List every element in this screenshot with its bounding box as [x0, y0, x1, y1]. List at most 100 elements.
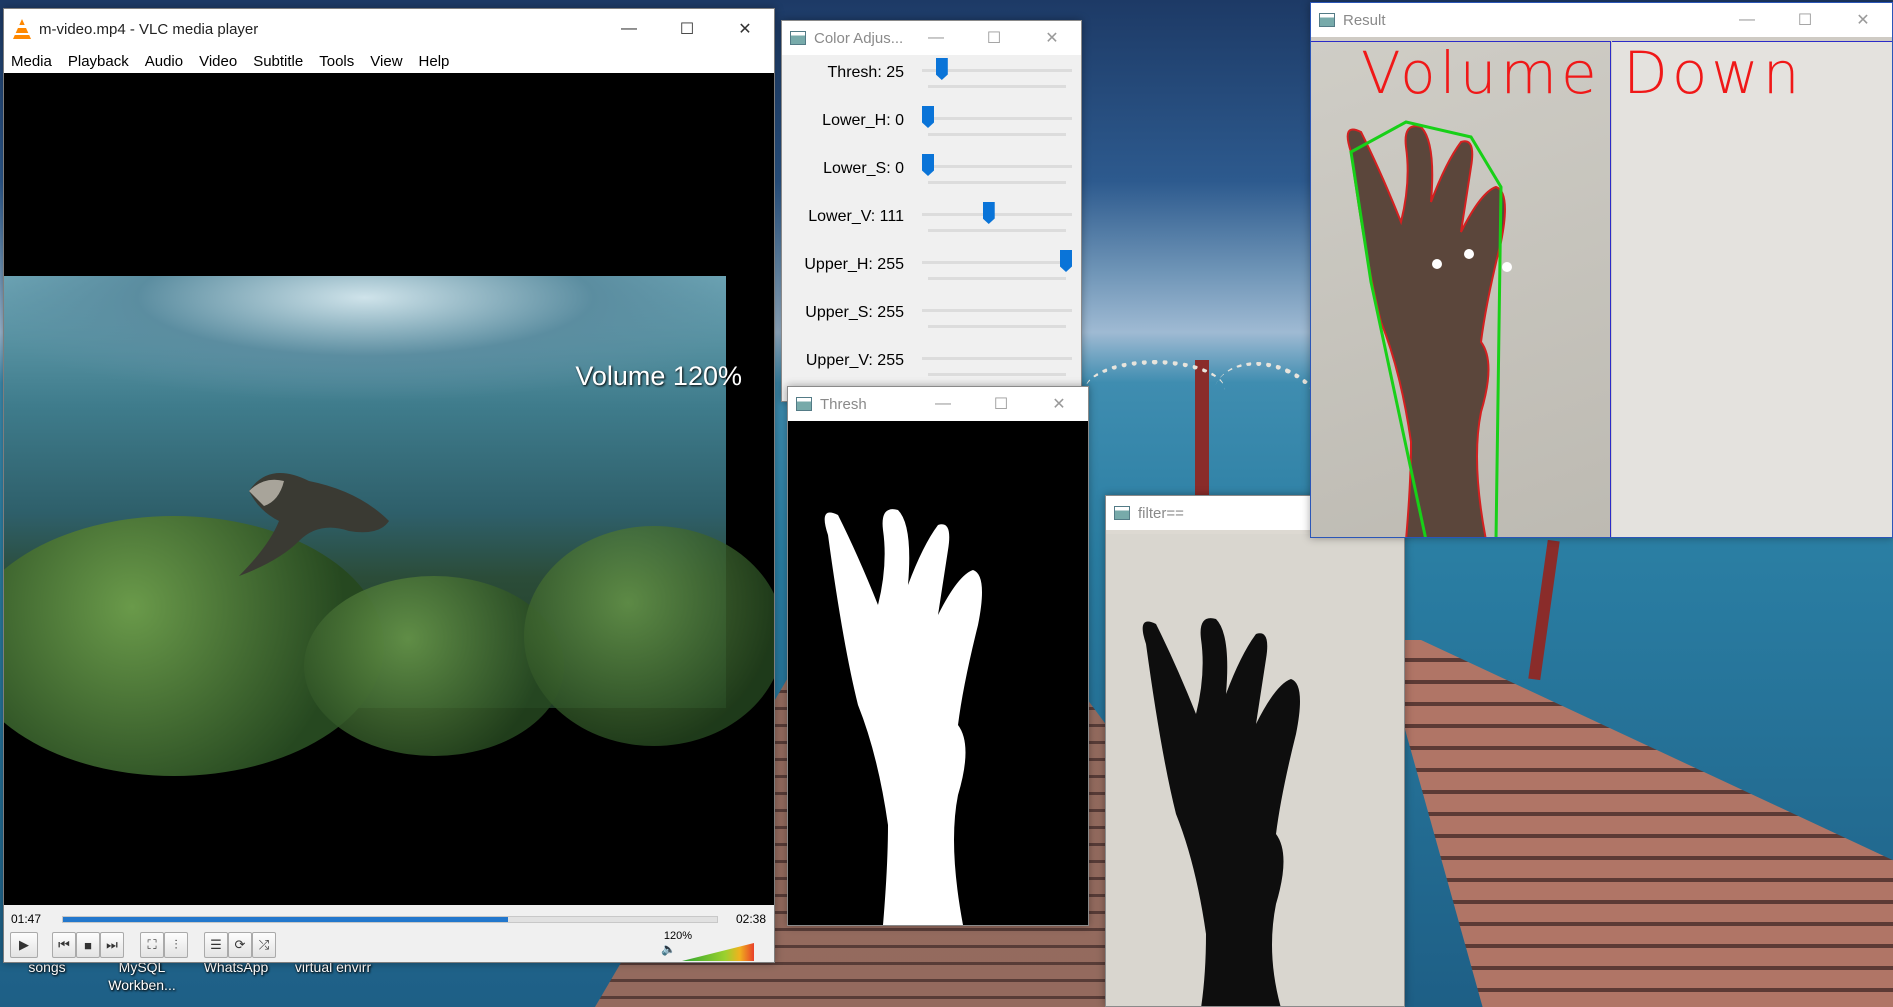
- window-app-icon: [796, 397, 812, 411]
- trackbar-thumb[interactable]: [922, 106, 934, 128]
- vlc-controls: 01:47 02:38 ▶ ⏮ ■ ⏭ ⛶ ⫶ ☰ ⟳ ⤮ 🔈 120%: [4, 905, 774, 962]
- volume-slider[interactable]: [682, 943, 754, 961]
- trackbar-label: Thresh: 25: [827, 64, 904, 81]
- trackbar-track[interactable]: [922, 69, 1072, 72]
- close-button[interactable]: ✕: [1045, 30, 1059, 47]
- trackbar-track-lower: [928, 181, 1066, 184]
- volume-osd: Volume 120%: [575, 361, 742, 391]
- trackbar-thumb[interactable]: [1060, 250, 1072, 272]
- shuffle-button[interactable]: ⤮: [252, 932, 276, 958]
- trackbar-track[interactable]: [922, 309, 1072, 312]
- volume-slider-fill: [682, 943, 754, 961]
- next-button[interactable]: ⏭: [100, 932, 124, 958]
- color-adjust-title: Color Adjus...: [814, 29, 904, 47]
- window-app-icon: [1319, 13, 1335, 27]
- stop-button[interactable]: ■: [76, 932, 100, 958]
- trackbar-thumb[interactable]: [982, 202, 995, 224]
- thresh-window[interactable]: Thresh — ☐ ✕: [787, 386, 1089, 926]
- equalizer-icon: ⫶: [174, 937, 178, 952]
- filter-title: filter==: [1138, 504, 1184, 522]
- desktop-icon-mysql[interactable]: MySQL Workben...: [102, 958, 182, 994]
- menu-playback[interactable]: Playback: [67, 52, 129, 70]
- maximize-button[interactable]: ☐: [1797, 12, 1813, 29]
- trackbar-label: Upper_V: 255: [805, 352, 904, 369]
- video-rock: [304, 576, 564, 756]
- result-window[interactable]: Result — ☐ ✕ Volume Down: [1310, 2, 1893, 538]
- loop-button[interactable]: ⟳: [228, 932, 252, 958]
- menu-view[interactable]: View: [370, 52, 403, 70]
- trackbar-track-lower: [928, 229, 1066, 232]
- menu-tools[interactable]: Tools: [319, 52, 355, 70]
- vlc-title: m-video.mp4 - VLC media player: [39, 20, 259, 38]
- previous-icon: ⏮: [58, 937, 70, 952]
- fullscreen-button[interactable]: ⛶: [140, 932, 164, 958]
- menu-subtitle[interactable]: Subtitle: [253, 52, 304, 70]
- menu-help[interactable]: Help: [418, 52, 450, 70]
- desktop-icon-virtual-env[interactable]: virtual envirr: [288, 958, 378, 976]
- color-adjust-window[interactable]: Color Adjus... — ☐ ✕ Thresh: 25 Lower_H: …: [781, 20, 1082, 402]
- desktop-icon-whatsapp[interactable]: WhatsApp: [196, 958, 276, 976]
- loop-icon: ⟳: [234, 937, 246, 952]
- trackbar-track[interactable]: [922, 213, 1072, 216]
- vlc-cone-icon: [13, 19, 31, 39]
- trackbar-thumb[interactable]: [922, 154, 934, 176]
- desktop-icon-label: virtual envirr: [294, 959, 372, 975]
- trackbar-label: Lower_S: 0: [823, 160, 904, 177]
- seek-bar[interactable]: [62, 916, 718, 923]
- gesture-label: Volume Down: [1361, 39, 1804, 107]
- minimize-button[interactable]: —: [928, 29, 944, 46]
- filter-window[interactable]: filter== —: [1105, 495, 1405, 1007]
- minimize-button[interactable]: —: [935, 395, 951, 412]
- playlist-icon: ☰: [210, 937, 222, 952]
- trackbar-track[interactable]: [922, 117, 1072, 120]
- seek-bar-fill: [63, 917, 508, 922]
- trackbar-track[interactable]: [922, 165, 1072, 168]
- trackbar-track-lower: [928, 325, 1066, 328]
- previous-button[interactable]: ⏮: [52, 932, 76, 958]
- vlc-window[interactable]: m-video.mp4 - VLC media player — ☐ ✕ Med…: [3, 8, 775, 963]
- trackbar-track-lower: [928, 277, 1066, 280]
- trackbar-thumb[interactable]: [935, 58, 948, 80]
- video-frame: [4, 276, 774, 776]
- speaker-icon[interactable]: 🔈: [661, 942, 676, 956]
- trackbar-panel: Thresh: 25 Lower_H: 0 Lower_S: 0 Lower_V: 1…: [782, 49, 1081, 385]
- maximize-button[interactable]: ☐: [993, 396, 1009, 413]
- close-button[interactable]: ✕: [1856, 12, 1870, 29]
- menu-video[interactable]: Video: [199, 52, 238, 70]
- trackbar-row: Lower_V: 111: [782, 193, 1081, 241]
- menu-audio[interactable]: Audio: [144, 52, 184, 70]
- next-icon: ⏭: [106, 937, 118, 952]
- iguana-figure: [239, 473, 389, 576]
- vlc-titlebar[interactable]: m-video.mp4 - VLC media player — ☐ ✕: [4, 9, 774, 49]
- desktop-icon-songs[interactable]: songs: [12, 958, 82, 976]
- result-hand-contour: [1346, 120, 1512, 537]
- vlc-menubar: Media Playback Audio Video Subtitle Tool…: [4, 49, 774, 73]
- stop-icon: ■: [84, 937, 92, 953]
- trackbar-row: Upper_V: 255: [782, 337, 1081, 385]
- thresh-hand-mask: [788, 425, 1088, 925]
- playlist-button[interactable]: ☰: [204, 932, 228, 958]
- color-adjust-titlebar[interactable]: Color Adjus... — ☐ ✕: [782, 21, 1081, 55]
- trackbar-track[interactable]: [922, 357, 1072, 360]
- window-app-icon: [790, 31, 806, 45]
- result-titlebar[interactable]: Result — ☐ ✕: [1311, 3, 1892, 37]
- volume-percent: 120%: [663, 930, 692, 942]
- filter-hand-image: [1106, 534, 1404, 1006]
- close-button[interactable]: ✕: [738, 21, 752, 38]
- minimize-button[interactable]: —: [1739, 11, 1755, 28]
- extended-settings-button[interactable]: ⫶: [164, 932, 188, 958]
- play-button[interactable]: ▶: [10, 932, 38, 958]
- trackbar-row: Upper_H: 255: [782, 241, 1081, 289]
- minimize-button[interactable]: —: [621, 20, 637, 37]
- trackbar-row: Upper_S: 255: [782, 289, 1081, 337]
- result-title: Result: [1343, 11, 1386, 29]
- trackbar-track-lower: [928, 133, 1066, 136]
- trackbar-track-lower: [928, 373, 1066, 376]
- thresh-titlebar[interactable]: Thresh — ☐ ✕: [788, 387, 1088, 421]
- trackbar-track[interactable]: [922, 261, 1072, 264]
- video-area[interactable]: Volume 120%: [4, 73, 774, 905]
- menu-media[interactable]: Media: [11, 52, 52, 70]
- maximize-button[interactable]: ☐: [986, 30, 1002, 47]
- close-button[interactable]: ✕: [1052, 396, 1066, 413]
- maximize-button[interactable]: ☐: [679, 21, 695, 38]
